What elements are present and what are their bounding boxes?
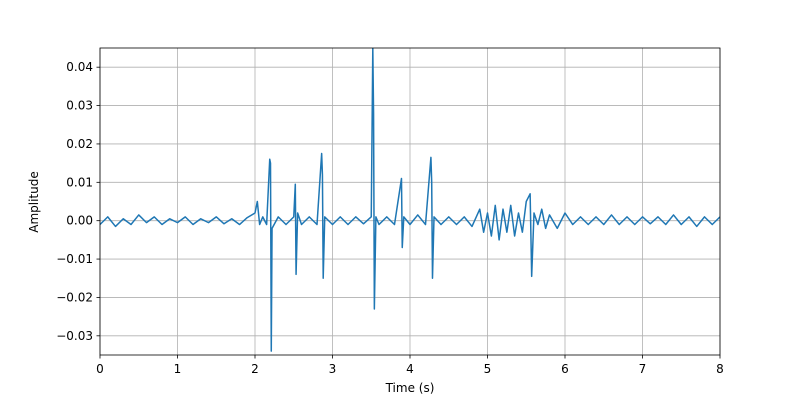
waveform-line [100,48,720,352]
y-tick-label: 0.01 [66,175,93,189]
y-axis-label: Amplitude [27,171,41,233]
grid [99,48,721,355]
x-tick-label: 0 [96,362,104,376]
x-tick-label: 1 [174,362,182,376]
y-tick-label: 0.03 [66,99,93,113]
y-tick-label: 0.02 [66,137,93,151]
x-tick-label: 2 [251,362,259,376]
x-tick-label: 7 [639,362,647,376]
x-axis-label: Time (s) [385,381,435,395]
x-tick-label: 5 [484,362,492,376]
x-tick-label: 3 [329,362,337,376]
ticks: 0 1 2 3 4 5 6 7 8 −0.03 −0.02 −0.01 0.00 0.01 0.02 0.03… [56,60,724,376]
y-tick-label: −0.02 [56,290,93,304]
x-tick-label: 6 [561,362,569,376]
y-tick-label: −0.01 [56,252,93,266]
y-tick-label: 0.04 [66,60,93,74]
x-tick-label: 4 [406,362,414,376]
y-tick-label: 0.00 [66,214,93,228]
x-tick-label: 8 [716,362,724,376]
y-tick-label: −0.03 [56,329,93,343]
plot-area [100,48,720,352]
